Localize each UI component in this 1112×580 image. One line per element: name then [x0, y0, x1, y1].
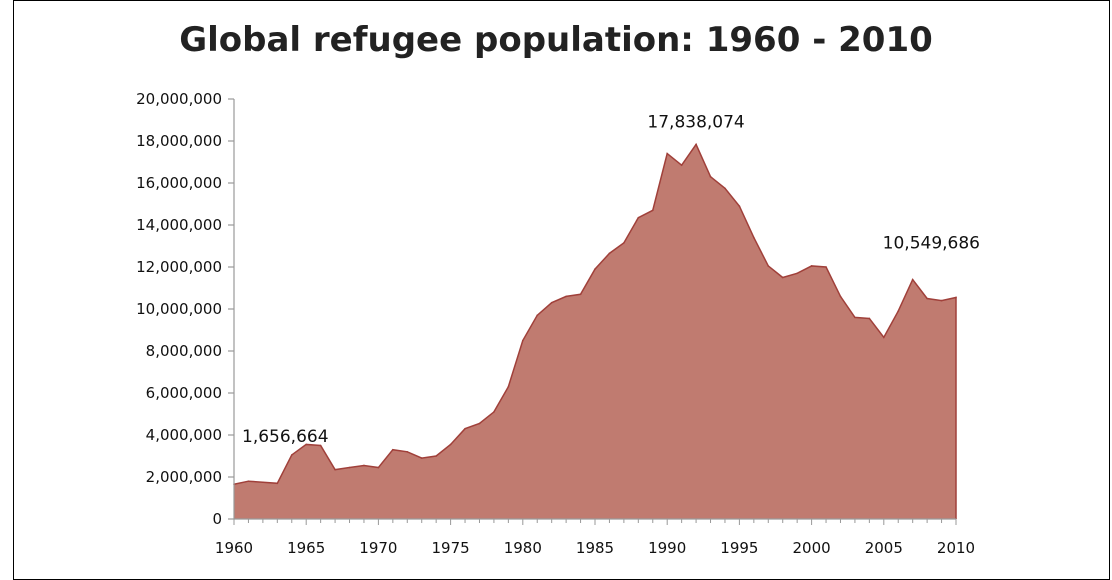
- data-point: [709, 175, 712, 178]
- data-point: [753, 236, 755, 239]
- x-tick-label: 1985: [576, 539, 614, 557]
- data-point: [449, 443, 452, 446]
- data-point: [911, 278, 914, 281]
- data-point: [608, 252, 611, 255]
- data-point: [767, 265, 770, 267]
- chart-svg: 0 2,000,000 4,000,000 6,000,000 8,000,000 10,…: [136, 90, 980, 557]
- data-point: [262, 481, 264, 484]
- x-tick-label: 1975: [432, 539, 470, 557]
- data-point: [810, 265, 813, 267]
- area-series-fill: [234, 144, 956, 519]
- data-point: [334, 468, 336, 471]
- data-point: [507, 385, 510, 388]
- x-tick-label: 1990: [648, 539, 686, 557]
- data-label: 1,656,664: [242, 427, 329, 447]
- y-tick-label: 0: [212, 510, 222, 528]
- data-point: [392, 448, 394, 451]
- y-tick-label: 8,000,000: [146, 342, 222, 360]
- y-tick-label: 4,000,000: [146, 426, 222, 444]
- x-tick-label: 1980: [504, 539, 542, 557]
- x-tick-label: 1970: [359, 539, 397, 557]
- y-tick-label: 10,000,000: [136, 300, 222, 318]
- y-tick-label: 20,000,000: [136, 90, 222, 108]
- data-point: [493, 411, 495, 413]
- data-point: [854, 316, 856, 319]
- data-point: [377, 466, 380, 469]
- data-point: [926, 297, 928, 300]
- data-point: [738, 205, 741, 207]
- data-point: [247, 480, 250, 483]
- data-point: [276, 482, 279, 485]
- data-point: [796, 272, 798, 275]
- data-point: [825, 266, 827, 268]
- data-point: [781, 276, 784, 279]
- data-point: [594, 268, 596, 270]
- x-tick-label: 2010: [937, 539, 975, 557]
- x-tick-label: 1995: [720, 539, 758, 557]
- data-point: [536, 314, 539, 317]
- chart-title: Global refugee population: 1960 - 2010: [179, 20, 933, 60]
- data-point: [550, 301, 553, 304]
- data-point: [478, 422, 481, 425]
- data-point: [637, 216, 640, 219]
- data-point: [897, 310, 900, 312]
- y-tick-label: 6,000,000: [146, 384, 222, 402]
- y-tick-label: 18,000,000: [136, 132, 222, 150]
- data-point: [348, 466, 351, 469]
- data-point: [868, 317, 871, 320]
- data-point: [839, 295, 842, 298]
- x-tick-label: 1960: [215, 539, 253, 557]
- data-point: [579, 293, 582, 296]
- data-label: 10,549,686: [883, 233, 980, 253]
- data-point: [680, 164, 683, 166]
- data-point: [940, 299, 943, 302]
- y-tick-label: 12,000,000: [136, 258, 222, 276]
- data-point: [406, 451, 409, 453]
- data-point: [565, 295, 567, 298]
- y-tick-label: 16,000,000: [136, 174, 222, 192]
- data-point: [464, 427, 466, 430]
- data-point: [305, 443, 308, 446]
- data-label: 17,838,074: [647, 112, 744, 132]
- data-point: [420, 457, 423, 459]
- x-tick-label: 1965: [287, 539, 325, 557]
- data-point: [623, 242, 625, 244]
- data-point: [363, 464, 365, 467]
- data-point: [319, 444, 322, 447]
- y-tick-label: 2,000,000: [146, 468, 222, 486]
- data-point: [955, 296, 957, 299]
- data-point: [651, 209, 654, 212]
- data-point: [883, 336, 885, 339]
- data-point: [522, 339, 524, 342]
- area-series-line: [233, 142, 957, 519]
- data-point: [695, 143, 697, 146]
- data-point: [435, 455, 437, 457]
- x-tick-label: 2000: [793, 539, 831, 557]
- data-point: [666, 152, 668, 155]
- x-tick-label: 2005: [865, 539, 903, 557]
- data-point: [724, 187, 726, 190]
- data-point: [290, 454, 293, 456]
- y-tick-label: 14,000,000: [136, 216, 222, 234]
